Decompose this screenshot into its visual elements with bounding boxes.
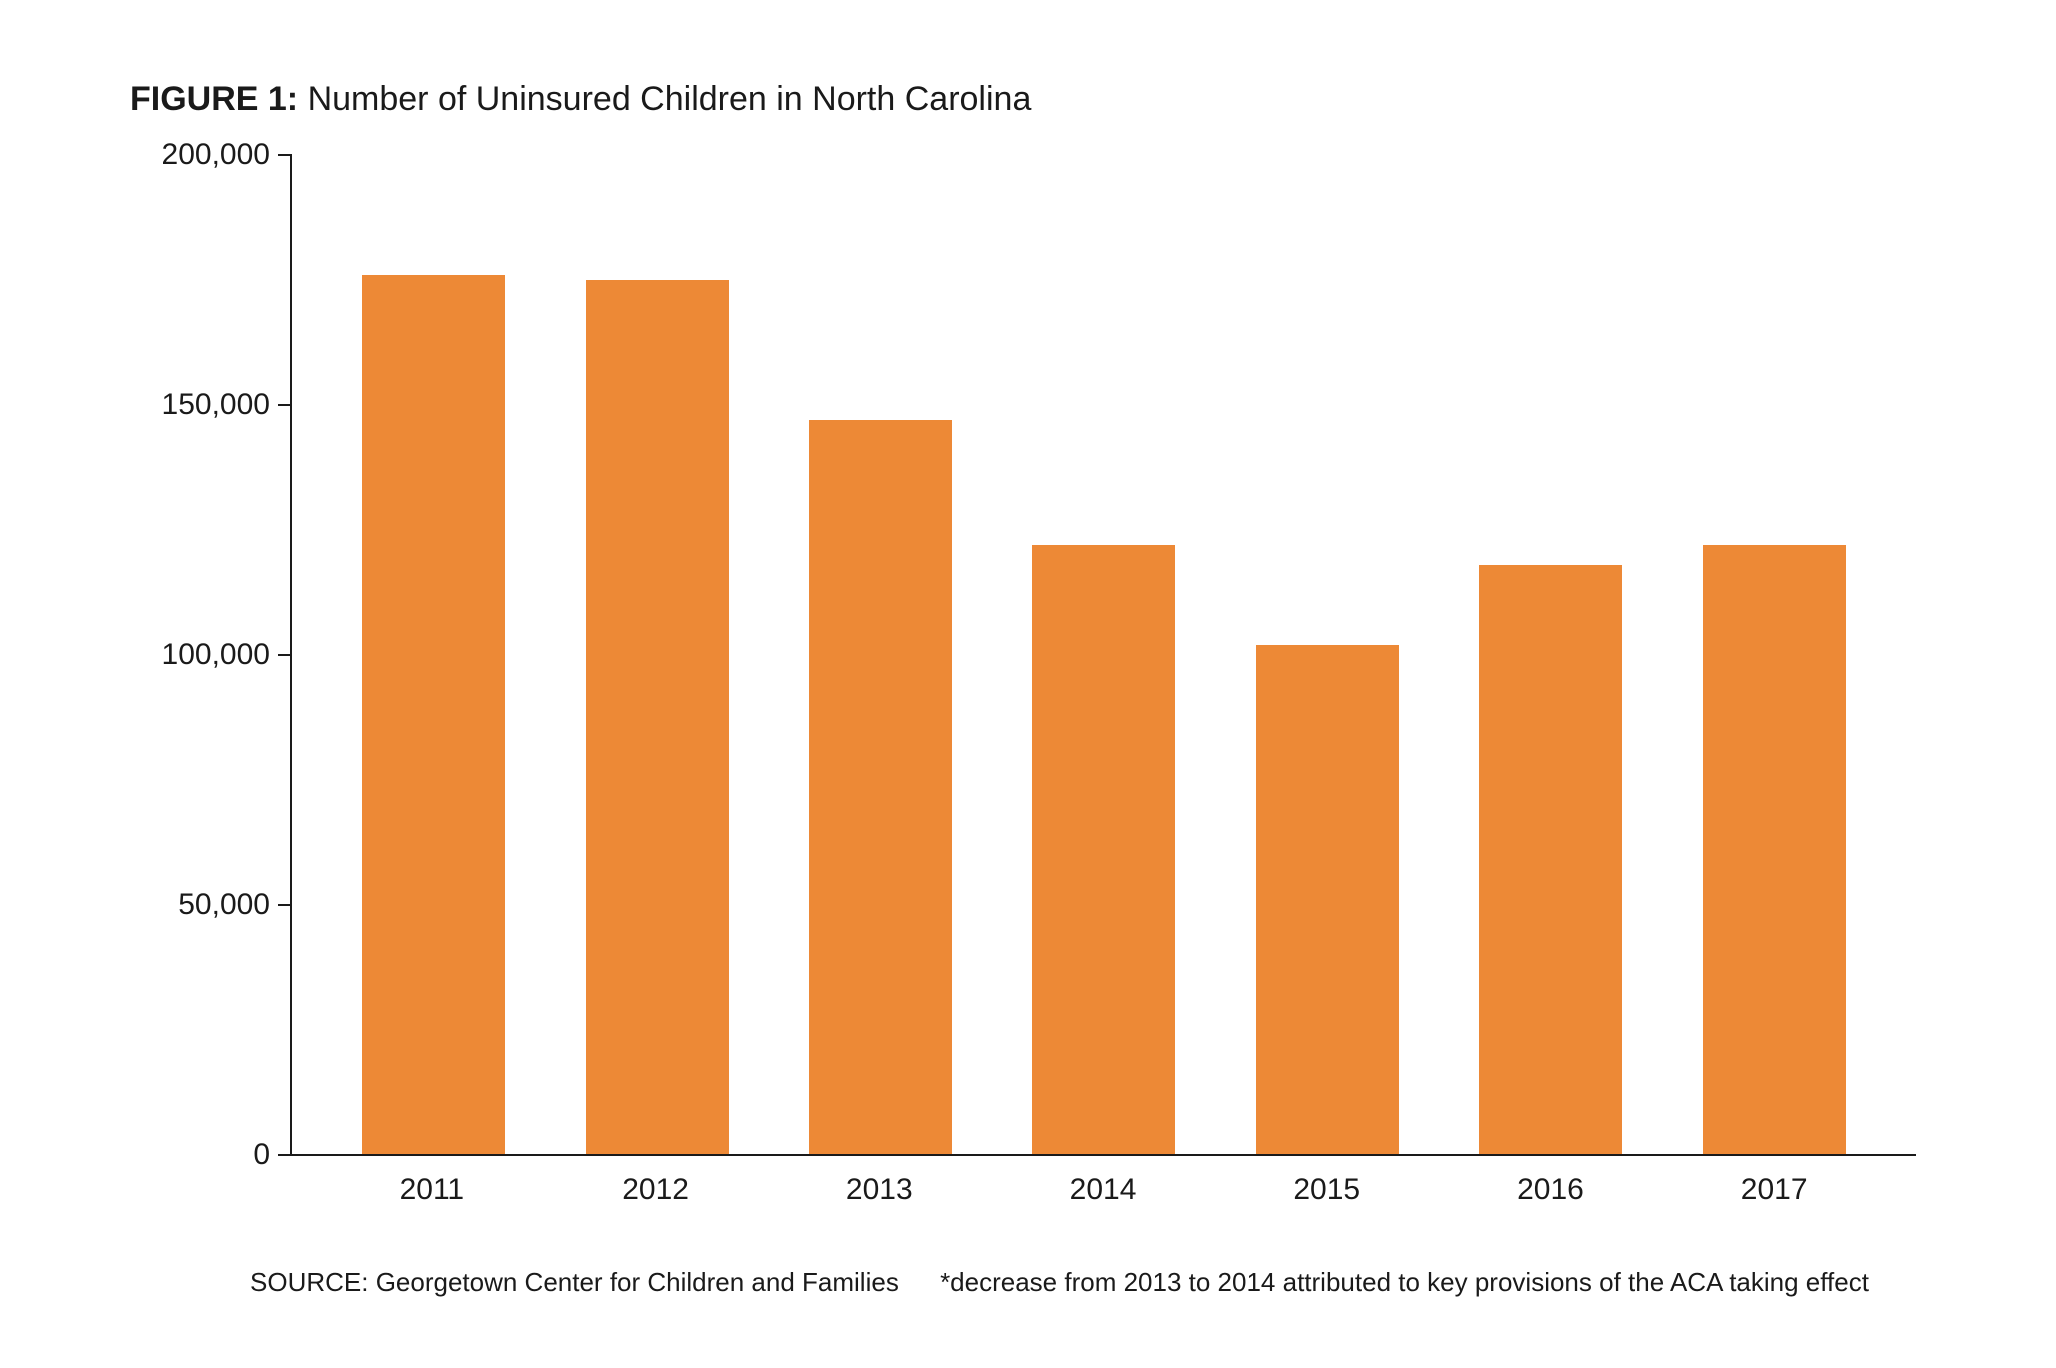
- bar-slot: [769, 155, 992, 1155]
- bar-slot: [545, 155, 768, 1155]
- y-axis-labels: 050,000100,000150,000200,000: [120, 155, 290, 1155]
- y-tick-label: 0: [253, 1138, 270, 1172]
- bar: [1479, 565, 1622, 1155]
- source-label: SOURCE:: [250, 1267, 376, 1297]
- figure-title: Number of Uninsured Children in North Ca…: [308, 80, 1032, 118]
- x-tick-label: 2011: [320, 1155, 544, 1207]
- y-tick-mark: [278, 904, 292, 906]
- source-text: Georgetown Center for Children and Famil…: [376, 1267, 899, 1297]
- x-axis-line: [292, 1154, 1916, 1156]
- bar: [1703, 545, 1846, 1155]
- bar: [586, 280, 729, 1155]
- figure-title-row: FIGURE 1: Number of Uninsured Children i…: [120, 80, 1916, 119]
- y-tick-label: 50,000: [178, 888, 270, 922]
- bar-slot: [1663, 155, 1886, 1155]
- bar-slot: [1216, 155, 1439, 1155]
- bar-slot: [322, 155, 545, 1155]
- chart-frame: 050,000100,000150,000200,000: [120, 155, 1916, 1155]
- bar-slot: [1439, 155, 1662, 1155]
- source-footnote: *decrease from 2013 to 2014 attributed t…: [940, 1267, 1869, 1297]
- bar-slot: [992, 155, 1215, 1155]
- x-axis-labels: 2011201220132014201520162017: [290, 1155, 1916, 1207]
- x-tick-label: 2016: [1439, 1155, 1663, 1207]
- figure-label: FIGURE 1:: [130, 80, 298, 118]
- y-tick-mark: [278, 404, 292, 406]
- x-tick-label: 2017: [1662, 1155, 1886, 1207]
- x-tick-label: 2012: [544, 1155, 768, 1207]
- y-tick-mark: [278, 1154, 292, 1156]
- x-tick-label: 2014: [991, 1155, 1215, 1207]
- x-tick-label: 2013: [767, 1155, 991, 1207]
- y-tick-label: 200,000: [162, 138, 270, 172]
- y-tick-label: 150,000: [162, 388, 270, 422]
- bar: [362, 275, 505, 1155]
- y-tick-mark: [278, 154, 292, 156]
- bars-container: [292, 155, 1916, 1155]
- y-tick-label: 100,000: [162, 638, 270, 672]
- x-tick-label: 2015: [1215, 1155, 1439, 1207]
- y-tick-mark: [278, 654, 292, 656]
- source-row: SOURCE: Georgetown Center for Children a…: [250, 1267, 1916, 1298]
- bar: [1256, 645, 1399, 1155]
- figure-wrapper: FIGURE 1: Number of Uninsured Children i…: [0, 0, 2056, 1368]
- bar: [809, 420, 952, 1155]
- plot-area: [290, 155, 1916, 1155]
- bar: [1032, 545, 1175, 1155]
